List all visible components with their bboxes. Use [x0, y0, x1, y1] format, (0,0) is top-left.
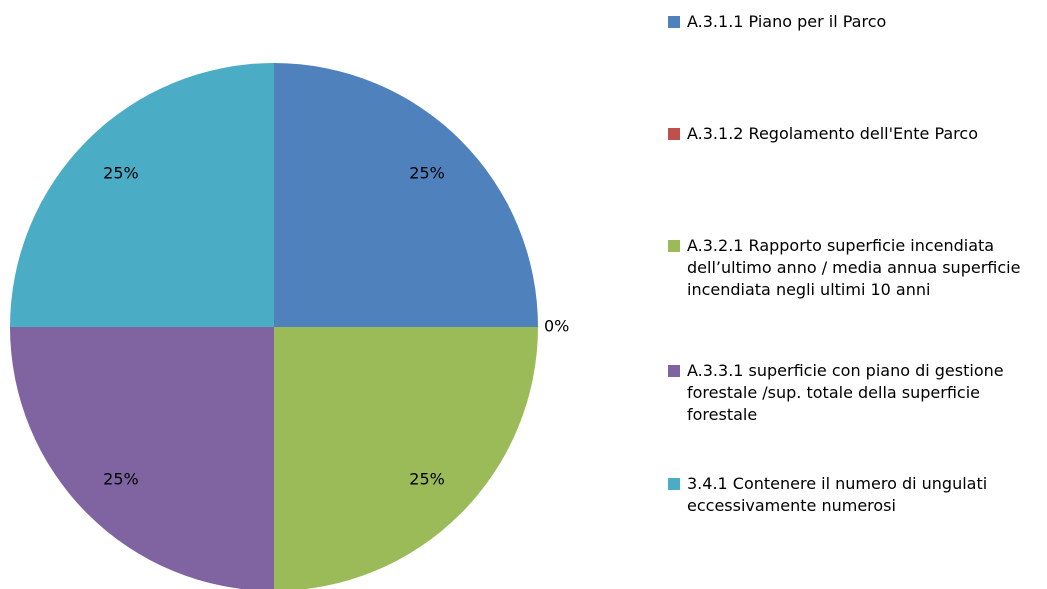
pie-slice: [274, 327, 538, 589]
pie-slice: [10, 63, 274, 327]
pie-slice: [10, 327, 274, 589]
legend-label: A.3.1.2 Regolamento dell'Ente Parco: [687, 124, 978, 143]
legend-label: A.3.1.1 Piano per il Parco: [687, 12, 887, 31]
legend-swatch: [668, 240, 680, 252]
legend-label: A.3.3.1 superficie con piano di gestione…: [687, 361, 1004, 424]
legend-swatch: [668, 16, 680, 28]
legend: A.3.1.1 Piano per il Parco A.3.1.2 Regola…: [668, 0, 1047, 589]
legend-item: A.3.3.1 superficie con piano di gestione…: [668, 360, 1040, 426]
legend-item: A.3.1.2 Regolamento dell'Ente Parco: [668, 123, 1040, 145]
data-label: 25%: [409, 163, 445, 182]
legend-label: A.3.2.1 Rapporto superficie incendiata d…: [687, 236, 1021, 299]
legend-item: A.3.2.1 Rapporto superficie incendiata d…: [668, 235, 1040, 301]
data-label: 0%: [544, 317, 569, 336]
legend-label: 3.4.1 Contenere il numero di ungulati ec…: [687, 474, 988, 515]
legend-swatch: [668, 478, 680, 490]
pie-slice: [274, 63, 538, 327]
data-label: 25%: [409, 470, 445, 489]
data-label: 25%: [103, 470, 139, 489]
data-label: 25%: [103, 163, 139, 182]
chart: 25% 0% 25% 25% 25%: [10, 63, 569, 589]
legend-swatch: [668, 128, 680, 140]
legend-swatch: [668, 365, 680, 377]
legend-item: 3.4.1 Contenere il numero di ungulati ec…: [668, 473, 1040, 517]
legend-item: A.3.1.1 Piano per il Parco: [668, 11, 1040, 33]
